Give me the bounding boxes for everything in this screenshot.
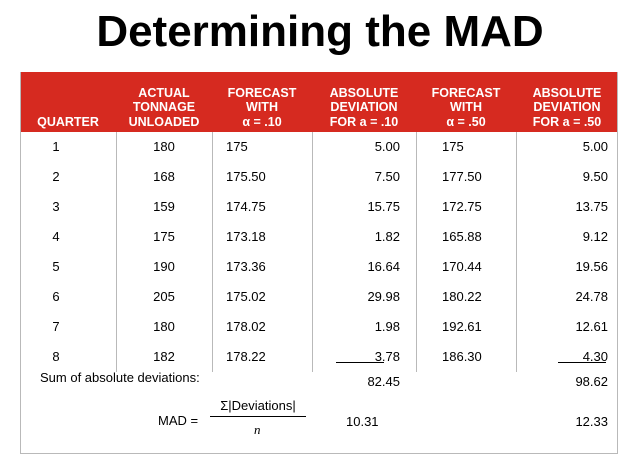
mad-label: MAD = [158, 413, 199, 428]
cell-forecast-50: 186.30 [442, 349, 482, 364]
cell-actual: 180 [153, 139, 175, 154]
sum-dev-50: 98.62 [575, 374, 608, 389]
mad-table: QUARTER ACTUAL TONNAGE UNLOADED FORECAST… [20, 72, 618, 454]
cell-forecast-10: 178.02 [226, 319, 266, 334]
cell-quarter: 3 [52, 199, 60, 214]
table-border-right [617, 72, 618, 454]
table-header: QUARTER ACTUAL TONNAGE UNLOADED FORECAST… [20, 72, 618, 132]
table-row: 3 159 174.75 15.75 172.75 13.75 [20, 192, 618, 222]
cell-quarter: 5 [52, 259, 60, 274]
cell-abs-dev-10: 29.98 [367, 289, 400, 304]
cell-abs-dev-10: 7.50 [374, 169, 400, 184]
cell-abs-dev-50: 13.75 [575, 199, 608, 214]
sum-label: Sum of absolute deviations: [40, 370, 200, 385]
cell-actual: 168 [153, 169, 175, 184]
cell-forecast-50: 170.44 [442, 259, 482, 274]
column-divider [516, 132, 517, 372]
table-border-left [20, 72, 21, 454]
header-actual-tonnage: ACTUAL TONNAGE UNLOADED [128, 85, 200, 129]
cell-quarter: 8 [52, 349, 60, 364]
table-row: 6 205 175.02 29.98 180.22 24.78 [20, 282, 618, 312]
mad-numerator: Σ|Deviations| [220, 398, 296, 413]
cell-abs-dev-10: 15.75 [367, 199, 400, 214]
cell-abs-dev-50: 9.50 [582, 169, 608, 184]
cell-actual: 205 [153, 289, 175, 304]
header-quarter: QUARTER [37, 114, 99, 129]
table-row: 5 190 173.36 16.64 170.44 19.56 [20, 252, 618, 282]
cell-forecast-10: 173.36 [226, 259, 266, 274]
cell-abs-dev-10: 1.82 [374, 229, 400, 244]
cell-forecast-50: 177.50 [442, 169, 482, 184]
cell-quarter: 7 [52, 319, 60, 334]
cell-quarter: 2 [52, 169, 60, 184]
cell-forecast-50: 175 [442, 139, 464, 154]
cell-quarter: 4 [52, 229, 60, 244]
cell-actual: 159 [153, 199, 175, 214]
cell-forecast-50: 192.61 [442, 319, 482, 334]
header-forecast-50: FORECAST WITH α = .50 [431, 85, 501, 129]
cell-actual: 190 [153, 259, 175, 274]
cell-forecast-10: 178.22 [226, 349, 266, 364]
cell-quarter: 6 [52, 289, 60, 304]
table-row: 1 180 175 5.00 175 5.00 [20, 132, 618, 162]
cell-actual: 182 [153, 349, 175, 364]
column-divider [416, 132, 417, 372]
sum-rule-50 [558, 362, 606, 363]
cell-forecast-50: 165.88 [442, 229, 482, 244]
mad-denominator: n [254, 422, 261, 437]
table-row: 4 175 173.18 1.82 165.88 9.12 [20, 222, 618, 252]
cell-quarter: 1 [52, 139, 60, 154]
cell-abs-dev-50: 24.78 [575, 289, 608, 304]
header-abs-dev-10: ABSOLUTE DEVIATION FOR a = .10 [329, 85, 399, 129]
cell-actual: 180 [153, 319, 175, 334]
cell-abs-dev-50: 4.30 [582, 349, 608, 364]
cell-forecast-10: 174.75 [226, 199, 266, 214]
cell-forecast-10: 175.02 [226, 289, 266, 304]
mad-dev-50: 12.33 [575, 414, 608, 429]
sum-dev-10: 82.45 [367, 374, 400, 389]
page-title: Determining the MAD [96, 7, 544, 56]
column-divider [116, 132, 117, 372]
table-border-bottom [20, 453, 618, 454]
header-abs-dev-50: ABSOLUTE DEVIATION FOR a = .50 [532, 85, 602, 129]
cell-forecast-10: 173.18 [226, 229, 266, 244]
column-divider [312, 132, 313, 372]
table-row: 2 168 175.50 7.50 177.50 9.50 [20, 162, 618, 192]
table-row: 7 180 178.02 1.98 192.61 12.61 [20, 312, 618, 342]
mad-fraction-bar [210, 416, 306, 417]
sum-rule-10 [336, 362, 384, 363]
cell-actual: 175 [153, 229, 175, 244]
cell-forecast-50: 180.22 [442, 289, 482, 304]
cell-abs-dev-10: 5.00 [374, 139, 400, 154]
cell-abs-dev-10: 3.78 [374, 349, 400, 364]
cell-abs-dev-50: 19.56 [575, 259, 608, 274]
column-divider [212, 132, 213, 372]
cell-forecast-10: 175.50 [226, 169, 266, 184]
cell-abs-dev-50: 12.61 [575, 319, 608, 334]
cell-forecast-10: 175 [226, 139, 248, 154]
header-forecast-10: FORECAST WITH α = .10 [227, 85, 297, 129]
mad-dev-10: 10.31 [346, 414, 379, 429]
cell-abs-dev-50: 5.00 [582, 139, 608, 154]
cell-forecast-50: 172.75 [442, 199, 482, 214]
cell-abs-dev-10: 16.64 [367, 259, 400, 274]
cell-abs-dev-10: 1.98 [374, 319, 400, 334]
table-row: 8 182 178.22 3.78 186.30 4.30 [20, 342, 618, 372]
cell-abs-dev-50: 9.12 [582, 229, 608, 244]
